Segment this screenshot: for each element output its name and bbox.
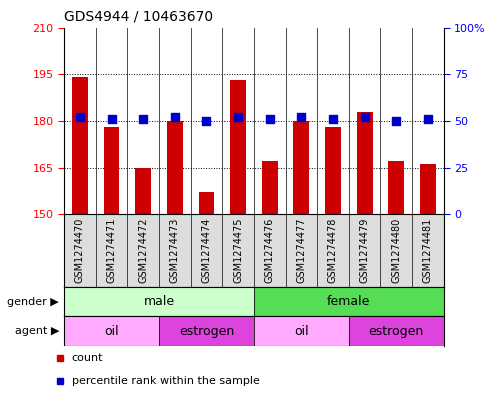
Text: GSM1274471: GSM1274471: [106, 218, 116, 283]
Bar: [262, 161, 278, 214]
Text: GSM1274479: GSM1274479: [359, 218, 370, 283]
Point: [171, 114, 179, 120]
Text: GSM1274472: GSM1274472: [138, 218, 148, 283]
Bar: [199, 193, 214, 214]
Bar: [325, 127, 341, 214]
Bar: [72, 77, 88, 214]
Text: gender ▶: gender ▶: [7, 297, 59, 307]
Bar: [388, 161, 404, 214]
Point: [329, 116, 337, 122]
Bar: [64, 287, 254, 316]
Bar: [167, 121, 183, 214]
Text: oil: oil: [294, 325, 309, 338]
Text: GSM1274476: GSM1274476: [265, 218, 275, 283]
Text: GSM1274470: GSM1274470: [75, 218, 85, 283]
Bar: [254, 316, 349, 346]
Point: [361, 114, 369, 120]
Text: GSM1274473: GSM1274473: [170, 218, 180, 283]
Text: oil: oil: [104, 325, 119, 338]
Bar: [135, 167, 151, 214]
Bar: [293, 121, 309, 214]
Bar: [104, 127, 119, 214]
Bar: [420, 164, 436, 214]
Text: GSM1274474: GSM1274474: [202, 218, 211, 283]
Bar: [357, 112, 373, 214]
Point: [234, 114, 242, 120]
Point: [266, 116, 274, 122]
Point: [203, 118, 211, 124]
Text: GSM1274481: GSM1274481: [423, 218, 433, 283]
Text: count: count: [72, 353, 103, 363]
Bar: [64, 316, 159, 346]
Text: GSM1274478: GSM1274478: [328, 218, 338, 283]
Point: [424, 116, 432, 122]
Bar: [159, 316, 254, 346]
Text: GDS4944 / 10463670: GDS4944 / 10463670: [64, 9, 213, 24]
Point: [297, 114, 305, 120]
Text: estrogen: estrogen: [179, 325, 234, 338]
Point: [76, 114, 84, 120]
Text: female: female: [327, 295, 370, 308]
Text: GSM1274477: GSM1274477: [296, 218, 306, 283]
Text: male: male: [143, 295, 175, 308]
Bar: [349, 316, 444, 346]
Text: agent ▶: agent ▶: [15, 326, 59, 336]
Text: GSM1274480: GSM1274480: [391, 218, 401, 283]
Point: [139, 116, 147, 122]
Text: estrogen: estrogen: [369, 325, 424, 338]
Text: GSM1274475: GSM1274475: [233, 218, 243, 283]
Bar: [230, 81, 246, 214]
Text: percentile rank within the sample: percentile rank within the sample: [72, 376, 260, 386]
Bar: [254, 287, 444, 316]
Point: [392, 118, 400, 124]
Point: [107, 116, 115, 122]
